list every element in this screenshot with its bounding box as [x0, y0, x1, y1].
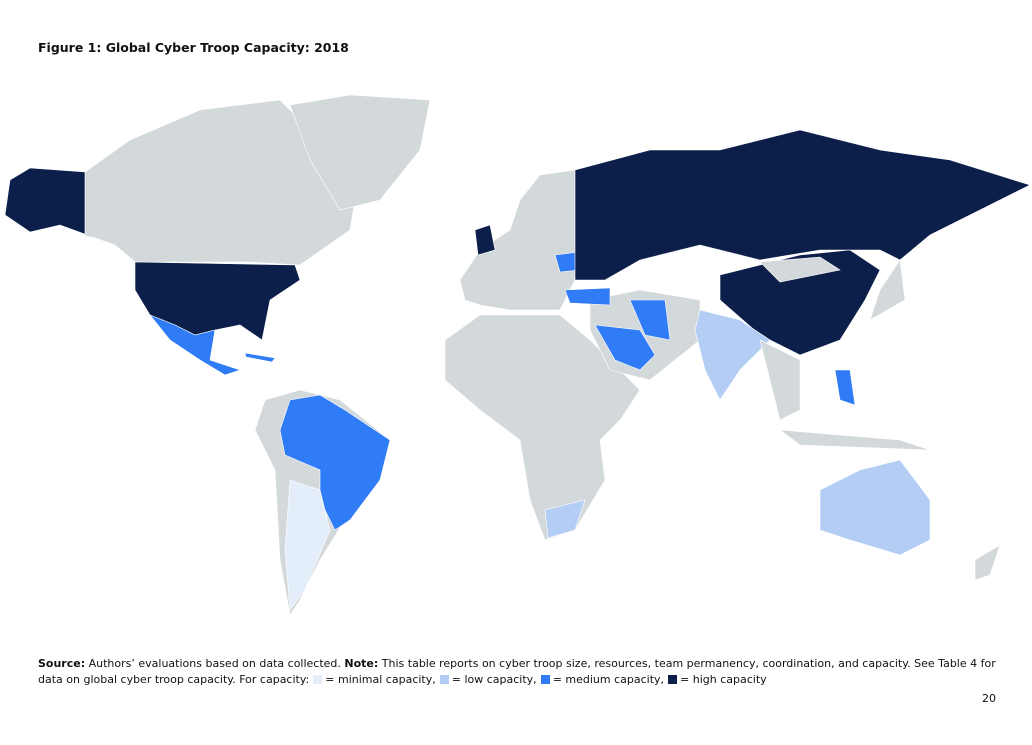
legend-label: = high capacity — [680, 673, 767, 686]
philippines — [834, 369, 856, 406]
japan — [869, 259, 906, 321]
world-map — [4, 94, 1031, 616]
figure-title: Figure 1: Global Cyber Troop Capacity: 2… — [38, 40, 349, 55]
source-text: Authors’ evaluations based on data colle… — [88, 657, 341, 670]
greenland — [289, 94, 431, 211]
australia — [819, 459, 931, 556]
saudi-arabia — [594, 324, 656, 371]
brazil — [279, 394, 391, 531]
usa — [134, 261, 301, 341]
iran — [629, 299, 671, 341]
legend-swatch — [439, 675, 449, 684]
southeast-asia — [759, 339, 801, 421]
argentina — [284, 479, 331, 611]
mongolia — [759, 256, 841, 283]
india — [694, 309, 771, 401]
legend-swatch — [540, 675, 550, 684]
alaska — [4, 167, 116, 246]
mexico — [149, 314, 241, 376]
indonesia — [778, 429, 931, 451]
caption: Source: Authors’ evaluations based on da… — [38, 656, 998, 688]
legend-label: = low capacity, — [451, 673, 537, 686]
legend-label: = minimal capacity, — [325, 673, 436, 686]
china — [719, 249, 881, 356]
russia — [574, 129, 1031, 281]
uk — [474, 224, 496, 256]
legend-label: = medium capacity, — [552, 673, 665, 686]
note-text: This table reports on cyber troop size, … — [38, 657, 996, 686]
legend-swatch — [668, 675, 678, 684]
source-label: Source: — [38, 657, 86, 670]
note-label: Note: — [344, 657, 379, 670]
africa — [444, 314, 641, 541]
turkey — [564, 287, 611, 306]
page-number: 20 — [982, 692, 996, 705]
cuba — [244, 352, 276, 363]
south-africa — [544, 499, 586, 539]
legend-swatch — [313, 675, 323, 684]
new-zealand — [974, 544, 1001, 581]
